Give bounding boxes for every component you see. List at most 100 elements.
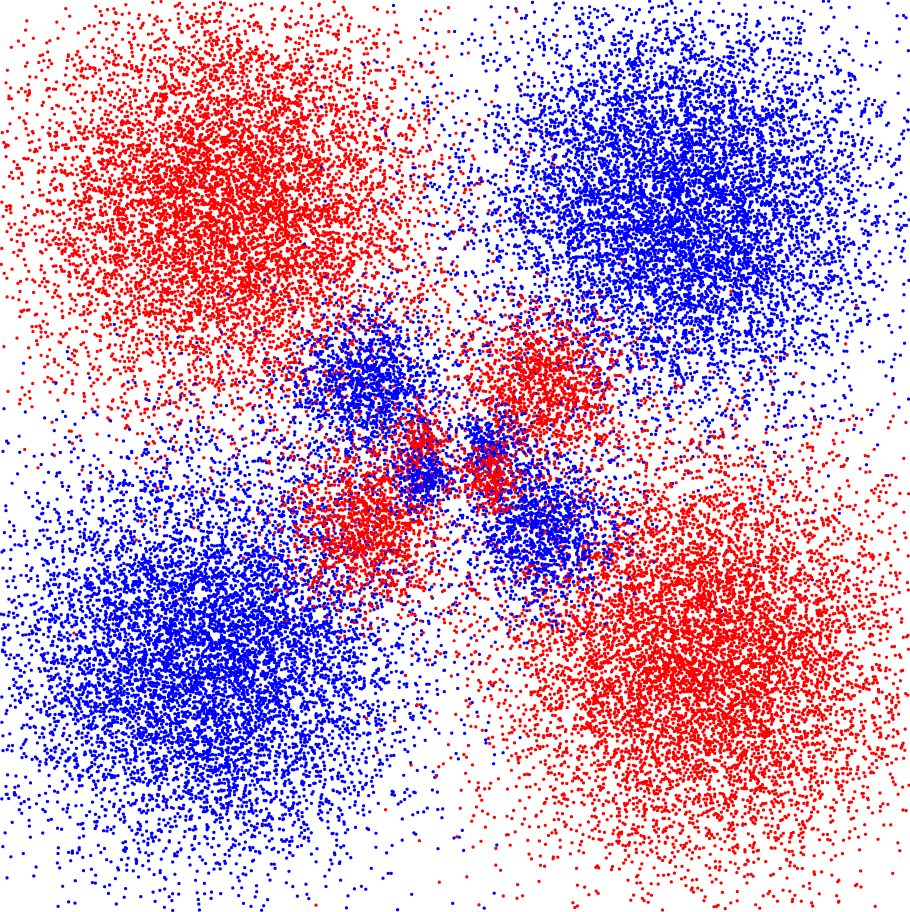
data-point [52,202,55,205]
data-point [16,254,19,257]
data-point [232,303,235,306]
data-point [133,259,136,262]
data-point [288,425,291,428]
data-point [414,61,417,64]
data-point [103,63,106,66]
data-point [237,75,240,78]
data-point [464,284,467,287]
data-point [366,102,369,105]
data-point [264,199,267,202]
data-point [409,139,412,142]
data-point [179,69,182,72]
data-point [39,335,42,338]
data-point [276,293,279,296]
data-point [307,148,310,151]
data-point [215,231,218,234]
data-point [212,379,215,382]
data-point [68,255,71,258]
data-point [246,83,249,86]
data-point [137,128,140,131]
data-point [220,295,223,298]
data-point [0,247,3,250]
data-point [55,21,58,24]
data-point [168,423,171,426]
data-point [427,270,430,273]
data-point [395,24,398,27]
data-point [131,146,134,149]
data-point [46,210,49,213]
data-point [412,189,415,192]
data-point [43,365,46,368]
data-point [335,426,338,429]
data-point [156,216,159,219]
data-point [222,388,225,391]
data-point [423,109,426,112]
data-point [73,93,76,96]
data-point [274,141,277,144]
data-point [400,219,403,222]
data-point [129,88,132,91]
data-point [389,86,392,89]
data-point [205,350,208,353]
data-point [116,368,119,371]
data-point [294,247,297,250]
data-point [440,204,443,207]
data-point [231,379,234,382]
data-point [269,330,272,333]
data-point [146,90,149,93]
data-point [160,284,163,287]
data-point [335,172,338,175]
data-point [90,113,93,116]
data-point [70,358,73,361]
data-point [273,274,276,277]
data-point [425,70,428,73]
data-point [85,46,88,49]
data-point [32,291,35,294]
data-point [207,426,210,429]
data-point [332,176,335,179]
data-point [172,415,175,418]
data-point [124,93,127,96]
data-point [42,194,45,197]
data-point [285,40,288,43]
data-point [389,217,392,220]
data-point [346,245,349,248]
data-point [139,288,142,291]
data-point [12,160,15,163]
data-point [390,113,393,116]
data-point [380,88,383,91]
data-point [362,77,365,80]
data-point [207,296,210,299]
data-point [313,338,316,341]
data-point [116,253,119,256]
data-point [108,284,111,287]
data-point [187,46,190,49]
data-point [120,110,123,113]
data-point [164,160,167,163]
data-point [209,13,212,16]
data-point [67,204,70,207]
data-point [23,448,26,451]
data-point [393,295,396,298]
data-point [236,81,239,84]
data-point [131,51,134,54]
data-point [359,151,362,154]
data-point [328,298,331,301]
data-point [230,44,233,47]
data-point [239,245,242,248]
data-point [312,380,315,383]
data-point [121,355,124,358]
data-point [21,372,24,375]
data-point [75,53,78,56]
data-point [206,30,209,33]
data-point [371,187,374,190]
data-point [288,135,291,138]
data-point [235,151,238,154]
data-point [329,109,332,112]
data-point [156,79,159,82]
data-point [193,366,196,369]
data-point [257,97,260,100]
data-point [131,230,134,233]
data-point [44,248,47,251]
data-point [313,215,316,218]
